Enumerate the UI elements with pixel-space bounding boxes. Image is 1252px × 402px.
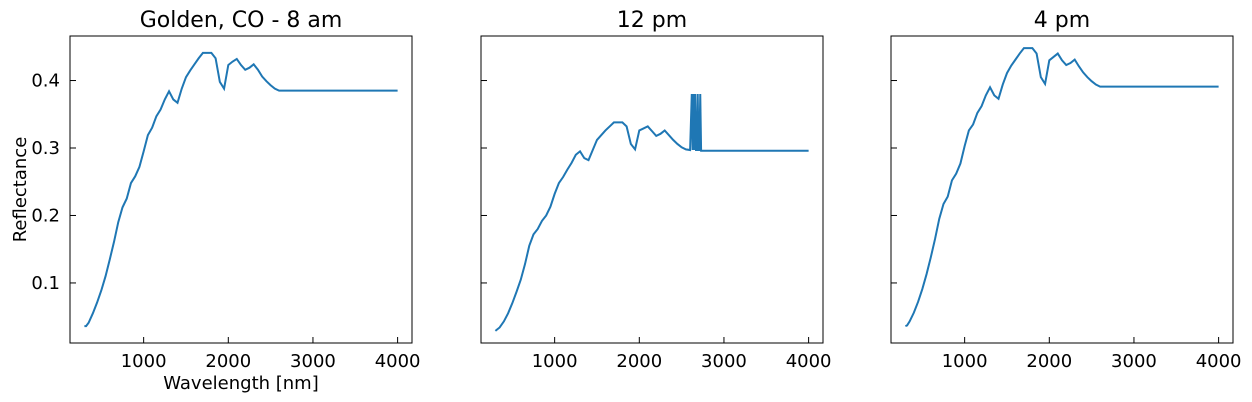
x-tick-label: 2000 [1026, 351, 1072, 372]
series-line [905, 47, 1219, 328]
x-tick-label: 1000 [942, 351, 988, 372]
chart-panel-3: 1000 2000 3000 4000 4 pm [890, 8, 1242, 372]
y-tick-label: 0.2 [31, 205, 60, 226]
x-tick-label: 2000 [616, 351, 662, 372]
x-tick-label: 4000 [786, 351, 832, 372]
x-tick-label: 3000 [701, 351, 747, 372]
plot-frame [480, 35, 824, 344]
x-axis-label: Wavelength [nm] [163, 373, 319, 394]
chart-title: 4 pm [1034, 8, 1090, 33]
y-axis-label: Reflectance [10, 137, 31, 243]
x-tick-label: 3000 [290, 351, 336, 372]
x-tick-label: 1000 [532, 351, 578, 372]
chart-panel-1: 1000 2000 3000 4000 0.1 0.2 0.3 0.4 Golden, CO -… [10, 8, 421, 394]
x-tick-label: 4000 [375, 351, 421, 372]
chart-title: 12 pm [617, 8, 687, 33]
chart-title: Golden, CO - 8 am [140, 8, 343, 33]
y-tick-label: 0.3 [31, 138, 60, 159]
x-tick-label: 1000 [121, 351, 167, 372]
chart-panel-2: 1000 2000 3000 4000 12 pm [480, 8, 832, 372]
y-tick-label: 0.1 [31, 273, 60, 294]
x-tick-label: 4000 [1196, 351, 1242, 372]
series-line [494, 93, 809, 332]
y-tick-label: 0.4 [31, 71, 60, 92]
x-tick-label: 3000 [1111, 351, 1157, 372]
series-line [84, 51, 398, 328]
plot-frame [890, 35, 1234, 344]
x-tick-label: 2000 [205, 351, 251, 372]
plot-frame [69, 35, 413, 344]
